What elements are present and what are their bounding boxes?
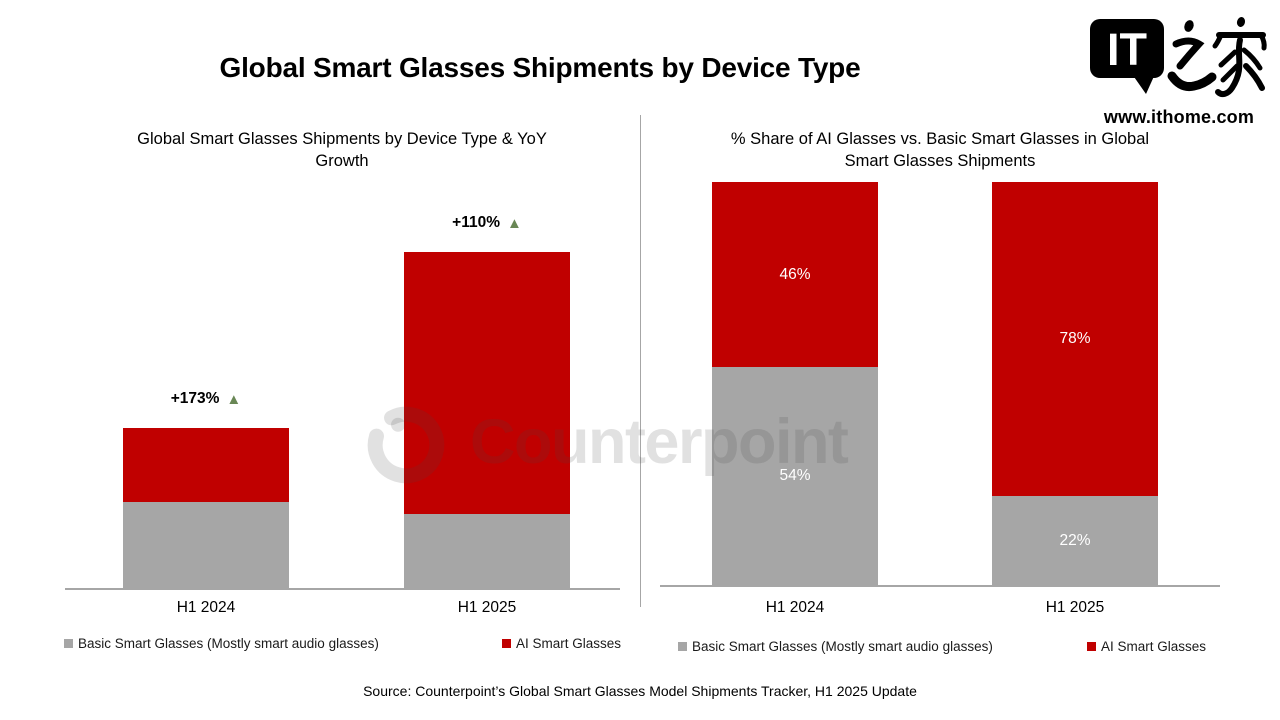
shipments-chart-plot: +173% ▲ +110% ▲ <box>65 120 620 590</box>
ai-glasses-segment <box>123 428 289 502</box>
share-chart-plot: 46% 54% 78% 22% <box>660 120 1220 587</box>
ithome-website-text: www.ithome.com <box>1103 107 1255 127</box>
share-bar-h1-2025: 78% 22% <box>992 182 1158 585</box>
right-chart-legend: Basic Smart Glasses (Mostly smart audio … <box>678 639 1206 654</box>
it-speech-bubble-icon: IT <box>1090 19 1164 94</box>
panel-divider <box>640 115 641 607</box>
left-chart-legend: Basic Smart Glasses (Mostly smart audio … <box>64 636 621 651</box>
basic-glasses-swatch-icon <box>64 639 73 648</box>
basic-glasses-segment: 22% <box>992 496 1158 585</box>
up-triangle-icon: ▲ <box>226 390 242 408</box>
source-attribution: Source: Counterpoint’s Global Smart Glas… <box>363 683 917 699</box>
share-label: 78% <box>1059 330 1091 348</box>
ai-glasses-segment <box>404 252 570 515</box>
x-label-left-h1-2024: H1 2024 <box>176 599 236 616</box>
legend-label-ai: AI Smart Glasses <box>515 636 621 651</box>
x-label-right-h1-2025: H1 2025 <box>1045 599 1105 616</box>
right-chart-title: % Share of AI Glasses vs. Basic Smart Gl… <box>730 130 1150 170</box>
ithome-logo: IT www.ithome.com <box>1088 14 1270 128</box>
legend-label-basic: Basic Smart Glasses (Mostly smart audio … <box>692 639 993 654</box>
legend-item-basic: Basic Smart Glasses (Mostly smart audio … <box>678 639 993 654</box>
shipments-bar-h1-2025 <box>404 252 570 588</box>
legend-item-ai: AI Smart Glasses <box>501 636 621 651</box>
basic-glasses-segment <box>404 514 570 588</box>
left-chart-title: Global Smart Glasses Shipments by Device… <box>137 130 547 170</box>
ai-glasses-segment: 78% <box>992 182 1158 497</box>
yoy-growth-annotation-h1-2024: +173% ▲ <box>171 390 242 408</box>
share-label: 54% <box>779 467 811 485</box>
yoy-growth-value: +110% <box>452 214 500 231</box>
share-label: 46% <box>779 265 811 283</box>
legend-item-ai: AI Smart Glasses <box>1086 639 1206 654</box>
yoy-growth-value: +173% <box>170 390 220 407</box>
ithome-logo-icon: IT <box>1090 17 1267 98</box>
page-title: Global Smart Glasses Shipments by Device… <box>219 52 861 83</box>
share-label: 22% <box>1059 531 1091 549</box>
ai-glasses-swatch-icon <box>1086 642 1096 651</box>
yoy-growth-annotation-h1-2025: +110% ▲ <box>452 214 522 232</box>
ai-glasses-segment: 46% <box>712 182 878 368</box>
basic-glasses-segment: 54% <box>712 367 878 585</box>
share-bar-h1-2024: 46% 54% <box>712 182 878 585</box>
x-label-left-h1-2025: H1 2025 <box>457 599 517 616</box>
basic-glasses-segment <box>123 501 289 588</box>
x-label-right-h1-2024: H1 2024 <box>765 599 825 616</box>
legend-item-basic: Basic Smart Glasses (Mostly smart audio … <box>64 636 379 651</box>
legend-label-basic: Basic Smart Glasses (Mostly smart audio … <box>78 636 379 651</box>
legend-label-ai: AI Smart Glasses <box>1100 639 1206 654</box>
ai-glasses-swatch-icon <box>501 639 511 648</box>
basic-glasses-swatch-icon <box>678 642 687 651</box>
svg-text:IT: IT <box>1107 24 1147 75</box>
ithome-cjk-characters-icon <box>1167 17 1267 98</box>
up-triangle-icon: ▲ <box>506 214 522 232</box>
shipments-bar-h1-2024 <box>123 428 289 588</box>
